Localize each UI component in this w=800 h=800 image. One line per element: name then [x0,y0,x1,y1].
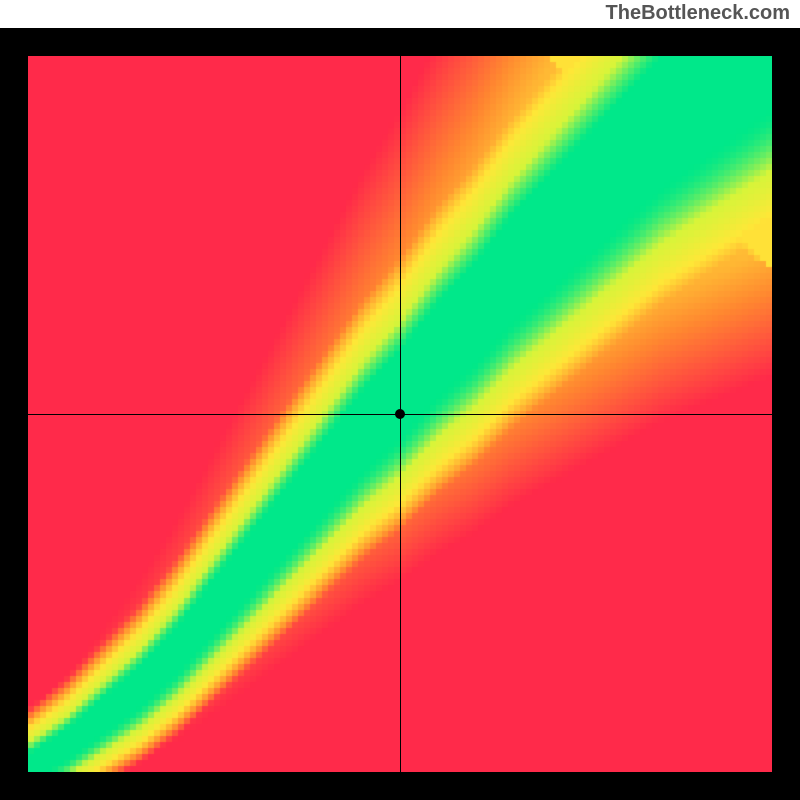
crosshair-center-dot [395,409,405,419]
plot-area [28,56,772,772]
chart-container: TheBottleneck.com [0,0,800,800]
attribution-label: TheBottleneck.com [606,2,790,25]
